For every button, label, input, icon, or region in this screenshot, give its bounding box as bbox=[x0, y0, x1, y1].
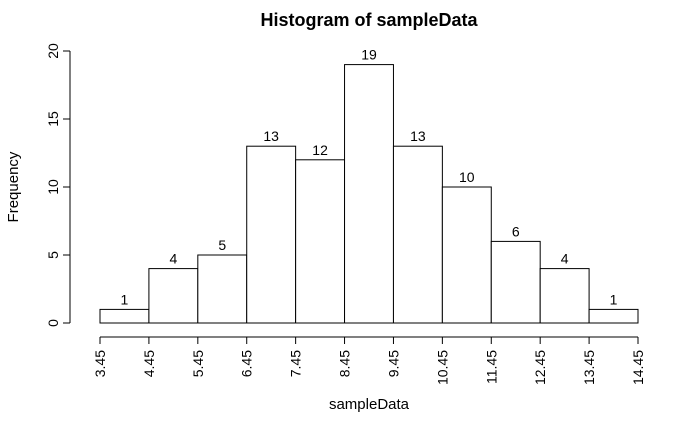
histogram-bar bbox=[148, 268, 199, 324]
histogram-bar bbox=[441, 186, 492, 324]
x-tick-label: 3.45 bbox=[92, 350, 108, 377]
histogram-bar bbox=[588, 308, 639, 324]
y-tick-label: 10 bbox=[45, 179, 61, 195]
histogram-bar bbox=[344, 64, 394, 324]
bar-value-label: 4 bbox=[169, 251, 177, 267]
x-tick-label: 5.45 bbox=[190, 350, 206, 377]
x-axis-label: sampleData bbox=[329, 396, 410, 413]
histogram-bar bbox=[197, 254, 248, 324]
x-tick-label: 10.45 bbox=[434, 350, 450, 385]
histogram-bar bbox=[246, 145, 297, 324]
bar-labels-group: 1 4 5 13 12 19 13 10 6 4 1 bbox=[121, 47, 618, 308]
x-tick-label: 4.45 bbox=[141, 350, 157, 377]
bar-value-label: 13 bbox=[410, 128, 426, 144]
histogram-bar bbox=[295, 159, 346, 324]
x-tick-label: 7.45 bbox=[288, 350, 304, 377]
y-tick-label: 20 bbox=[45, 43, 61, 59]
x-tick-label: 8.45 bbox=[337, 350, 353, 377]
x-tick-label: 11.45 bbox=[483, 350, 499, 384]
bar-value-label: 1 bbox=[610, 291, 618, 307]
bar-value-label: 4 bbox=[561, 251, 569, 267]
bar-value-label: 6 bbox=[512, 223, 520, 239]
histogram-bar bbox=[392, 145, 443, 324]
y-tick-label: 5 bbox=[45, 251, 61, 259]
x-tick-label: 12.45 bbox=[532, 350, 548, 385]
histogram-bar bbox=[490, 240, 541, 324]
bar-value-label: 12 bbox=[312, 142, 328, 158]
y-axis-label: Frequency bbox=[5, 151, 22, 222]
chart-title: Histogram of sampleData bbox=[260, 10, 478, 30]
histogram-bar bbox=[539, 268, 590, 324]
x-tick-label: 9.45 bbox=[385, 350, 401, 377]
bars-group bbox=[99, 64, 639, 324]
bar-value-label: 10 bbox=[459, 169, 475, 185]
y-axis: 0 5 10 15 20 bbox=[45, 43, 71, 327]
bar-value-label: 13 bbox=[263, 128, 279, 144]
y-tick-label: 0 bbox=[45, 319, 61, 327]
bar-value-label: 1 bbox=[121, 291, 129, 307]
x-tick-label: 13.45 bbox=[581, 350, 597, 385]
x-axis: 3.45 4.45 5.45 6.45 7.45 8.45 9.45 10.45 11.45 12… bbox=[92, 336, 646, 385]
x-tick-label: 6.45 bbox=[239, 350, 255, 377]
y-tick-label: 15 bbox=[45, 111, 61, 127]
bar-value-label: 5 bbox=[218, 237, 226, 253]
x-tick-label: 14.45 bbox=[630, 350, 646, 385]
histogram-bar bbox=[99, 308, 150, 324]
bar-value-label: 19 bbox=[361, 47, 377, 63]
